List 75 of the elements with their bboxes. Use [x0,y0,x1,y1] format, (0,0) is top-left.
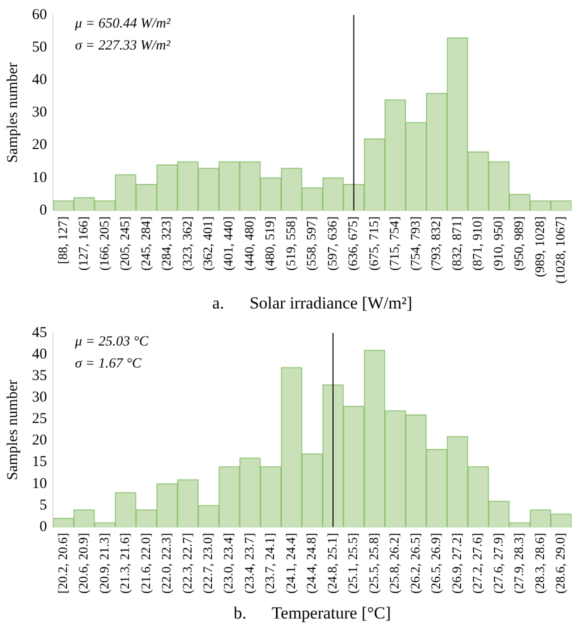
x-tick-label: (22.0, 22.3] [158,532,174,594]
x-tick-label: (27.2, 27.6] [470,532,485,594]
x-tick-label: (27.9, 28.3] [511,532,526,594]
annotation: μ = 650.44 W/m² [74,16,172,32]
x-tick-label: (28.6, 29.0] [552,532,568,594]
x-tick-label: (675, 715] [366,216,381,271]
x-tick-label: (28.3, 28.6] [532,532,547,594]
y-tick-label: 40 [32,346,47,362]
x-axis-title: b. Temperature [°C] [234,603,391,622]
x-tick-label: (24.4, 24.8] [304,532,319,594]
x-tick-label: (205, 245] [117,216,132,271]
x-tick-label: (22.3, 22.7] [179,532,194,594]
x-tick-label: (24.1, 24.4] [282,532,298,594]
y-axis-title: Samples number [4,62,21,163]
x-tick-label: (25.5, 25.8] [366,532,381,594]
x-tick-label: (440, 480] [241,216,256,271]
x-tick-label: (22.7, 23.0] [200,532,215,594]
x-tick-label: (23.0, 23.4] [220,532,236,594]
x-tick-label: (25.1, 25.5] [345,532,360,594]
x-tick-label: (27.6, 27.9] [490,532,506,594]
x-tick-label: (715, 754] [386,216,402,271]
x-axis-title: a. Solar irradiance [W/m²] [212,293,412,312]
y-tick-label: 10 [32,170,47,186]
y-tick-label: 0 [40,518,47,535]
x-tick-label: (24.8, 25.1] [324,532,340,594]
x-tick-label: (558, 597] [304,216,319,271]
x-tick-label: (26.9, 27.2] [448,532,464,594]
annotation: σ = 1.67 °C [75,356,142,372]
x-tick-label: (1028, 1067] [552,216,568,284]
x-tick-label: (20.9, 21.3] [96,532,112,594]
y-tick-label: 40 [32,72,47,88]
y-tick-label: 15 [32,454,47,470]
x-tick-label: (754, 793] [407,216,422,271]
y-tick-label: 5 [40,497,47,514]
y-tick-label: 20 [32,432,47,449]
y-tick-label: 10 [32,476,47,492]
y-tick-label: 60 [32,6,47,23]
x-tick-label: (20.6, 20.9] [76,532,91,594]
y-tick-label: 0 [40,202,47,218]
x-tick-label: (871, 910] [470,216,485,271]
x-tick-label: (26.2, 26.5] [407,532,422,594]
x-tick-label: (23.7, 24.1] [262,532,278,594]
x-tick-label: (166, 205] [96,216,112,271]
x-tick-label: (910, 950] [490,216,506,271]
x-tick-label: (989, 1028] [532,216,547,278]
x-tick-label: (832, 871] [448,216,464,271]
x-tick-label: [20.2, 20.6] [54,532,70,594]
x-tick-label: (26.5, 26.9] [428,532,444,594]
x-tick-label: (793, 832] [428,216,444,271]
x-tick-label: (25.8, 26.2] [386,532,402,594]
y-tick-label: 30 [32,390,47,406]
annotation: μ = 25.03 °C [74,334,150,350]
y-tick-label: 50 [32,40,47,56]
y-tick-label: 45 [32,324,47,341]
x-tick-label: (401, 440] [220,216,236,271]
y-axis-title: Samples number [4,380,21,480]
y-tick-label: 20 [32,137,47,154]
y-tick-label: 25 [32,411,47,428]
x-tick-label: (21.6, 22.0] [138,532,153,594]
x-tick-label: (323, 362] [179,216,194,271]
annotation: σ = 227.33 W/m² [75,38,172,54]
y-tick-label: 35 [32,368,47,384]
x-tick-label: (23.4, 23.7] [241,532,256,594]
x-tick-label: (597, 636] [324,216,340,271]
x-tick-label: (127, 166] [76,216,91,271]
x-tick-label: (950, 989] [511,216,526,271]
x-tick-label: (480, 519] [262,216,278,271]
x-tick-label: (636, 675] [345,216,360,271]
x-tick-label: (519, 558] [282,216,298,271]
x-tick-label: (21.3, 21.6] [117,532,132,594]
x-tick-label: (362, 401] [200,216,215,271]
x-tick-label: (284, 323] [158,216,174,271]
x-tick-label: [88, 127] [54,216,70,264]
x-tick-label: (245, 284] [138,216,153,271]
y-tick-label: 30 [32,104,47,121]
